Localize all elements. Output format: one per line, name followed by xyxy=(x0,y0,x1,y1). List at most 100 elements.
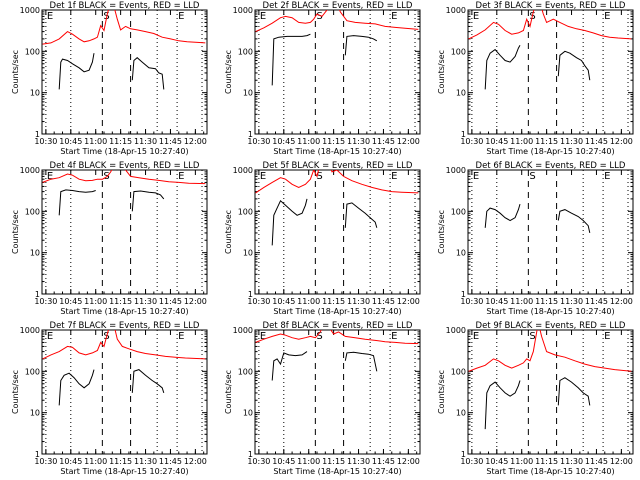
x-tick-label: 11:00 xyxy=(297,297,320,306)
x-tick-label: 11:00 xyxy=(84,457,107,466)
y-tick-label: 10 xyxy=(243,409,253,418)
y-tick-label: 1 xyxy=(248,290,253,299)
x-tick-label: 11:30 xyxy=(134,457,157,466)
chart-title: Det 4f BLACK = Events, RED = LLD xyxy=(50,161,200,171)
black-events-line-1 xyxy=(271,351,308,381)
x-tick-label: 11:15 xyxy=(109,457,132,466)
series-group xyxy=(255,10,419,86)
marker-label: E xyxy=(260,11,266,22)
x-tick-label: 12:00 xyxy=(397,457,420,466)
black-events-line-1 xyxy=(58,53,95,90)
y-tick-label: 100 xyxy=(451,207,466,216)
marker-label: S xyxy=(316,171,322,182)
red-lld-line-1 xyxy=(42,330,206,360)
black-events-line-1 xyxy=(484,45,521,90)
y-axis-label: Counts/sec xyxy=(224,370,233,414)
x-tick-label: 11:45 xyxy=(585,457,608,466)
x-tick-label: 11:45 xyxy=(372,457,395,466)
black-events-line-2 xyxy=(131,190,165,212)
y-tick-label: 10 xyxy=(456,89,466,98)
y-tick-label: 1000 xyxy=(233,326,253,335)
y-tick-label: 100 xyxy=(25,207,40,216)
chart-title: Det 6f BLACK = Events, RED = LLD xyxy=(476,161,626,171)
y-tick-label: 1000 xyxy=(233,166,253,175)
y-tick-label: 1 xyxy=(35,130,40,139)
x-tick-label: 11:00 xyxy=(510,457,533,466)
x-tick-label: 11:45 xyxy=(372,297,395,306)
plot-frame xyxy=(254,169,421,295)
y-axis-label: Counts/sec xyxy=(11,210,20,254)
x-tick-label: 10:30 xyxy=(460,137,483,146)
x-tick-label: 12:00 xyxy=(184,457,207,466)
x-tick-label: 11:15 xyxy=(535,137,558,146)
y-axis-label: Counts/sec xyxy=(11,50,20,94)
plot-frame xyxy=(41,169,208,295)
marker-label: E xyxy=(260,331,266,342)
black-events-line-1 xyxy=(271,198,308,246)
x-tick-label: 10:45 xyxy=(59,137,82,146)
chart-title: Det 1f BLACK = Events, RED = LLD xyxy=(50,1,200,11)
x-tick-label: 11:30 xyxy=(347,137,370,146)
y-tick-label: 10 xyxy=(456,409,466,418)
black-events-line-2 xyxy=(131,369,165,394)
x-tick-label: 11:30 xyxy=(134,297,157,306)
y-axis-label: Counts/sec xyxy=(224,210,233,254)
red-lld-line-1 xyxy=(255,330,419,345)
marker-label: S xyxy=(316,331,322,342)
x-tick-label: 11:00 xyxy=(84,137,107,146)
y-tick-label: 1000 xyxy=(446,166,466,175)
black-events-line-2 xyxy=(131,57,165,90)
x-tick-label: 10:45 xyxy=(272,137,295,146)
y-tick-label: 10 xyxy=(243,249,253,258)
red-lld-line-1 xyxy=(42,170,206,185)
y-tick-label: 1 xyxy=(35,290,40,299)
x-tick-label: 11:15 xyxy=(109,297,132,306)
marker-label: E xyxy=(178,11,184,22)
x-tick-label: 10:45 xyxy=(272,457,295,466)
chart-title: Det 2f BLACK = Events, RED = LLD xyxy=(263,1,413,11)
x-tick-label: 10:30 xyxy=(247,457,270,466)
x-tick-label: 11:45 xyxy=(159,297,182,306)
x-tick-label: 10:30 xyxy=(34,137,57,146)
y-tick-label: 1 xyxy=(461,290,466,299)
x-tick-label: 10:45 xyxy=(485,297,508,306)
red-lld-line-1 xyxy=(255,170,419,194)
y-tick-label: 1 xyxy=(35,450,40,459)
x-axis-label: Start Time (18-Apr-15 10:27:40) xyxy=(273,307,401,316)
marker-label: S xyxy=(529,331,535,342)
plot-frame xyxy=(467,9,634,135)
chart-title: Det 8f BLACK = Events, RED = LLD xyxy=(263,321,413,331)
x-tick-label: 11:30 xyxy=(134,137,157,146)
marker-label: E xyxy=(47,331,53,342)
x-tick-label: 11:15 xyxy=(322,297,345,306)
x-tick-label: 10:45 xyxy=(485,457,508,466)
red-lld-line-1 xyxy=(468,10,632,40)
y-tick-label: 1000 xyxy=(20,166,40,175)
marker-label: E xyxy=(473,171,479,182)
black-events-line-2 xyxy=(344,202,378,228)
y-tick-label: 100 xyxy=(238,367,253,376)
x-axis-label: Start Time (18-Apr-15 10:27:40) xyxy=(60,307,188,316)
black-events-line-2 xyxy=(557,50,591,81)
x-tick-label: 11:45 xyxy=(585,137,608,146)
y-axis-label: Counts/sec xyxy=(11,370,20,414)
x-tick-label: 10:45 xyxy=(272,297,295,306)
x-tick-label: 11:30 xyxy=(560,297,583,306)
x-axis-label: Start Time (18-Apr-15 10:27:40) xyxy=(60,467,188,476)
series-group xyxy=(468,10,632,90)
y-tick-label: 1 xyxy=(248,130,253,139)
series-group xyxy=(484,203,591,234)
red-lld-line-1 xyxy=(42,10,206,45)
black-events-line-1 xyxy=(58,189,96,216)
y-tick-label: 1 xyxy=(248,450,253,459)
x-tick-label: 11:45 xyxy=(372,137,395,146)
x-tick-label: 10:30 xyxy=(460,297,483,306)
x-tick-label: 12:00 xyxy=(397,137,420,146)
marker-label: S xyxy=(529,171,535,182)
y-tick-label: 100 xyxy=(25,367,40,376)
